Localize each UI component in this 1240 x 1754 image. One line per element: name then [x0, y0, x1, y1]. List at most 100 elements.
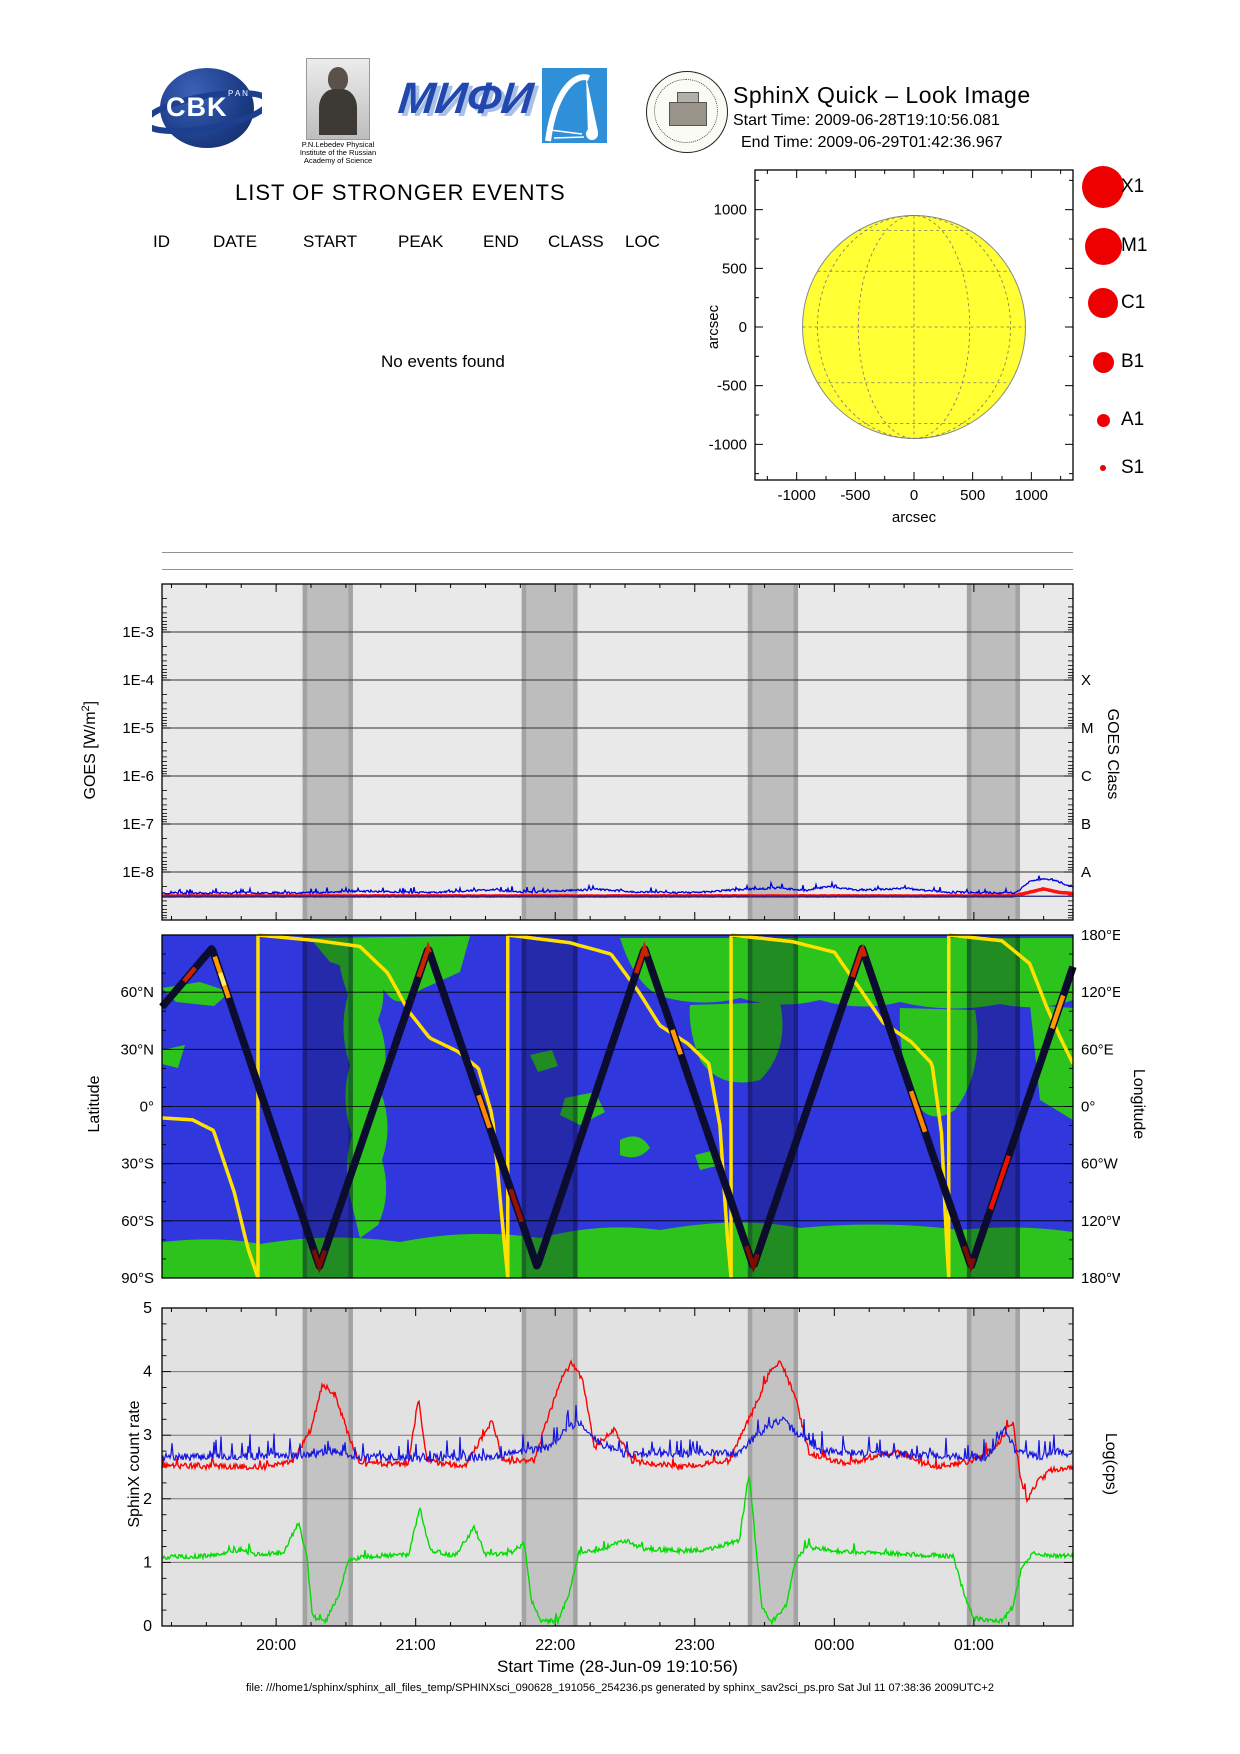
- separator-line-2: [162, 569, 1073, 570]
- count-right-label: Log(cps): [1102, 1432, 1119, 1496]
- track-hot-segment: [670, 1029, 683, 1056]
- map-lon-label: 60°E: [1081, 1041, 1114, 1058]
- map-lat-label: 60°S: [121, 1213, 154, 1230]
- map-latitude-label: Latitude: [86, 1075, 103, 1133]
- eclipse-band-edge: [521, 1308, 527, 1626]
- track-hot-segment: [961, 1245, 977, 1273]
- events-list-title: LIST OF STRONGER EVENTS: [235, 180, 566, 205]
- goes-ylabel: GOES [W/m2]: [79, 700, 100, 800]
- eclipse-band-edge: [793, 584, 799, 920]
- goes-ytick-label: 1E-3: [122, 624, 154, 641]
- continent: [530, 1050, 558, 1072]
- count-xtick-label: 22:00: [535, 1637, 575, 1654]
- sun-xtick-label: 500: [960, 487, 985, 504]
- eclipse-band-edge: [966, 1308, 972, 1626]
- sun-ytick-label: 500: [722, 260, 747, 277]
- sun-ytick-label: 0: [739, 319, 747, 336]
- sun-xtick-label: 0: [910, 487, 918, 504]
- eclipse-band: [966, 1308, 1020, 1626]
- eclipse-band: [747, 1308, 799, 1626]
- events-col-loc: LOC: [625, 232, 660, 251]
- count-rate-plot: 0 1 2 3 4 5 20:00 21:00 22:00 23:00 00:00 01:00: [143, 1300, 1074, 1654]
- footer-file-info: file: ///home1/sphinx/sphinx_all_files_t…: [246, 1682, 994, 1694]
- legend-label-A1: A1: [1121, 409, 1145, 430]
- map-longitude-label: Longitude: [1130, 1068, 1147, 1140]
- goes-ytick-label: 1E-4: [122, 672, 154, 689]
- sun-xlabel: arcsec: [892, 509, 937, 526]
- count-xtick-label: 00:00: [814, 1637, 854, 1654]
- seal-inner-ring: [654, 79, 718, 143]
- eclipse-band-edge: [348, 584, 353, 920]
- lebedev-portrait-body: [319, 89, 357, 135]
- events-col-date: DATE: [213, 232, 258, 251]
- eclipse-band: [521, 1308, 578, 1626]
- count-ytick-label: 3: [143, 1427, 152, 1444]
- count-ytick-label: 1: [143, 1554, 152, 1571]
- eclipse-band: [747, 584, 799, 920]
- legend-dot-M1: [1084, 227, 1122, 265]
- map-lat-label: 0°: [140, 1099, 154, 1116]
- events-col-id: ID: [153, 232, 170, 251]
- eclipse-band-edge: [793, 1308, 799, 1626]
- track-hot-segment: [908, 1090, 928, 1133]
- count-ytick-label: 5: [143, 1300, 152, 1317]
- goes-class-tick-label: M: [1081, 720, 1094, 737]
- count-xtick-label: 21:00: [396, 1637, 436, 1654]
- arch-logo: [542, 68, 607, 143]
- track-hot-segment: [416, 940, 432, 978]
- legend-label-X1: X1: [1121, 176, 1145, 197]
- cbk-globe: [160, 68, 254, 148]
- goes-ytick-label: 1E-5: [122, 720, 154, 737]
- plot-frame: [161, 1307, 1074, 1627]
- continent: [162, 1222, 1073, 1278]
- sun-ylabel: arcsec: [705, 304, 722, 349]
- goes-class-tick-label: C: [1081, 768, 1092, 785]
- count-xtick-label: 23:00: [675, 1637, 715, 1654]
- cbk-text: CBK: [166, 92, 228, 122]
- continent: [899, 1008, 978, 1117]
- goes-ytick-label: 1E-7: [122, 816, 154, 833]
- legend-dot-S1: [1100, 465, 1106, 471]
- ground-track-map-plot: 60°N 30°N 0° 30°S 60°S 90°S 180°E 120°E 60°E 0° 60…: [120, 930, 1120, 1287]
- goes-class-tick-label: B: [1081, 816, 1091, 833]
- track-hot-segment: [476, 1094, 492, 1129]
- longitude-curve: [507, 933, 733, 1279]
- cbk-logo: CBK P A N: [152, 66, 262, 152]
- goes-class-tick-label: X: [1081, 672, 1091, 689]
- map-lon-label: 180°W: [1081, 1270, 1120, 1287]
- track-hot-segment: [182, 966, 197, 983]
- map-lon-label: 120°E: [1081, 984, 1120, 1001]
- lebedev-caption: P.N.Lebedev Physical Institute of the Ru…: [299, 140, 377, 165]
- flare-class-legend: X1 M1 C1 B1 A1 S1: [1075, 150, 1215, 490]
- track-hot-segment: [311, 1249, 328, 1274]
- eclipse-band-edge: [1015, 584, 1020, 920]
- events-col-end: END: [483, 232, 519, 251]
- count-blue-trace: [161, 1404, 1074, 1464]
- count-ylabel: SphinX count rate: [126, 1400, 143, 1528]
- goes-flux-plot: 1E-3 1E-4 1E-5 1E-6 1E-7 1E-8 X M C B A: [122, 583, 1094, 921]
- legend-label-M1: M1: [1121, 235, 1148, 256]
- goes-class-tick-label: A: [1081, 864, 1091, 881]
- count-ytick-label: 0: [143, 1618, 152, 1635]
- map-lat-label: 30°N: [120, 1041, 154, 1058]
- start-time-text: Start Time: 2009-06-28T19:10:56.081: [733, 112, 1000, 129]
- eclipse-band-edge: [1015, 1308, 1020, 1626]
- eclipse-band-edge: [302, 584, 308, 920]
- sun-location-plot: 1000 500 0 -500 -1000 -1000 -500 0 500 1000 arcsec…: [705, 169, 1074, 526]
- seal-logo: [646, 71, 728, 153]
- sun-ytick-label: -500: [717, 378, 747, 395]
- map-lon-label: 0°: [1081, 1099, 1095, 1116]
- continent: [162, 1045, 185, 1068]
- map-lon-label: 60°W: [1081, 1156, 1119, 1173]
- eclipse-band-edge: [966, 584, 972, 920]
- continent: [337, 938, 388, 1238]
- events-col-peak: PEAK: [398, 232, 444, 251]
- goes-blue-trace: [161, 875, 1074, 897]
- count-green-trace: [161, 1476, 1074, 1626]
- mephi-logo: МИФИ: [396, 74, 536, 123]
- eclipse-band: [521, 584, 578, 920]
- continent: [689, 1002, 783, 1083]
- sun-ytick-label: 1000: [714, 202, 747, 219]
- track-hot-segment: [850, 944, 868, 978]
